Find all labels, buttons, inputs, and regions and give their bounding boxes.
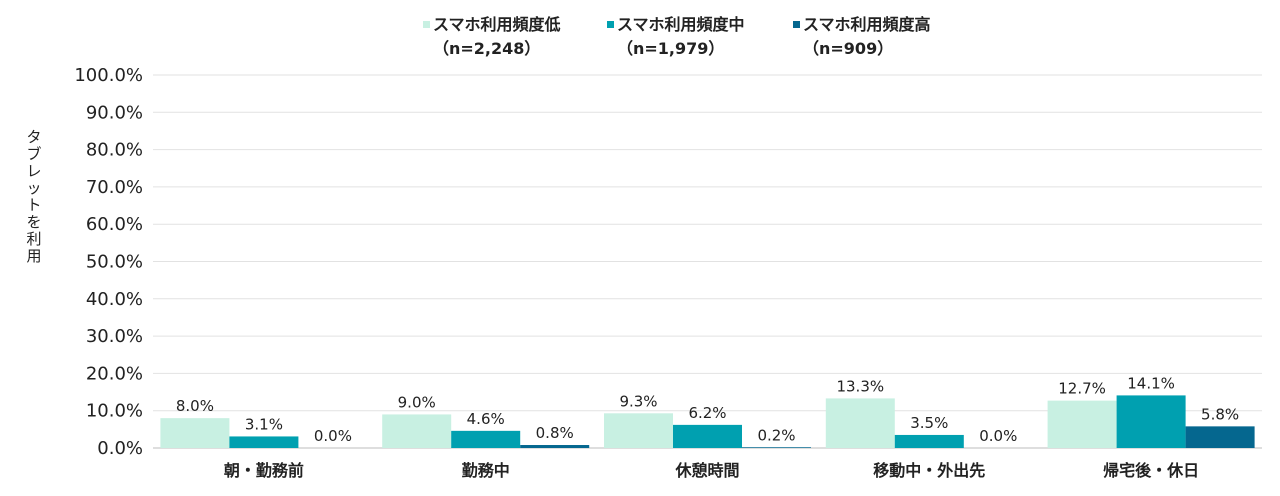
data-label: 4.6% xyxy=(467,410,505,428)
y-tick-label: 60.0% xyxy=(86,214,143,235)
y-axis-ticks: 0.0% 10.0% 20.0% 30.0% 40.0% 50.0% 60.0% 70.0% 8… xyxy=(74,65,143,459)
y-tick-label: 80.0% xyxy=(86,140,143,161)
x-axis-categories: 朝・勤務前 勤務中 休憩時間 移動中・外出先 帰宅後・休日 xyxy=(224,461,1199,480)
legend-sample-size: （n=1,979） xyxy=(617,39,724,58)
data-labels: 8.0% 3.1% 0.0% 9.0% 4.6% 0.8% 9.3% 6.2% 0.2% 13.3… xyxy=(176,374,1239,445)
data-label: 3.5% xyxy=(910,414,948,432)
y-tick-label: 20.0% xyxy=(86,363,143,384)
bar xyxy=(160,418,230,448)
category-label: 帰宅後・休日 xyxy=(1103,461,1199,480)
bar xyxy=(1185,426,1255,448)
data-label: 0.0% xyxy=(314,427,352,445)
legend-sample-size: （n=2,248） xyxy=(433,39,540,58)
data-label: 0.2% xyxy=(757,426,795,444)
bars xyxy=(160,395,1255,448)
y-axis-label: タブレットを利用 xyxy=(26,128,41,265)
y-tick-label: 40.0% xyxy=(86,289,143,310)
grid-lines xyxy=(153,74,1262,449)
data-label: 5.8% xyxy=(1201,405,1239,423)
legend-label: スマホ利用頻度中 xyxy=(617,15,745,34)
legend-swatch xyxy=(423,21,430,28)
bar xyxy=(894,434,964,448)
category-label: 休憩時間 xyxy=(674,461,739,480)
bar xyxy=(742,447,811,448)
data-label: 12.7% xyxy=(1058,380,1106,398)
bar xyxy=(451,430,521,448)
y-tick-label: 90.0% xyxy=(86,102,143,123)
bar xyxy=(1116,395,1186,448)
data-label: 0.8% xyxy=(536,424,574,442)
legend-label: スマホ利用頻度高 xyxy=(803,15,931,34)
bar xyxy=(604,413,673,448)
y-tick-label: 0.0% xyxy=(97,438,143,459)
legend: スマホ利用頻度低 （n=2,248） スマホ利用頻度中 （n=1,979） スマホ利用頻… xyxy=(423,15,931,58)
y-tick-label: 70.0% xyxy=(86,177,143,198)
data-label: 9.0% xyxy=(398,393,436,411)
category-label: 朝・勤務前 xyxy=(224,461,304,480)
bar xyxy=(229,436,299,448)
legend-sample-size: （n=909） xyxy=(803,39,893,58)
bar xyxy=(825,398,895,448)
data-label: 8.0% xyxy=(176,397,214,415)
legend-label: スマホ利用頻度低 xyxy=(433,15,561,34)
data-label: 9.3% xyxy=(619,392,657,410)
data-label: 0.0% xyxy=(979,427,1017,445)
bar xyxy=(520,445,590,448)
legend-swatch xyxy=(607,21,614,28)
category-label: 勤務中 xyxy=(462,461,510,480)
legend-swatch xyxy=(793,21,800,28)
y-tick-label: 30.0% xyxy=(86,326,143,347)
bar xyxy=(382,414,452,448)
y-tick-label: 100.0% xyxy=(74,65,143,86)
y-tick-label: 10.0% xyxy=(86,401,143,422)
bar xyxy=(673,424,742,448)
data-label: 3.1% xyxy=(245,415,283,433)
data-label: 6.2% xyxy=(688,404,726,422)
data-label: 13.3% xyxy=(836,377,884,395)
data-label: 14.1% xyxy=(1127,374,1175,392)
y-tick-label: 50.0% xyxy=(86,252,143,273)
bar xyxy=(1047,400,1117,448)
category-label: 移動中・外出先 xyxy=(873,461,985,480)
